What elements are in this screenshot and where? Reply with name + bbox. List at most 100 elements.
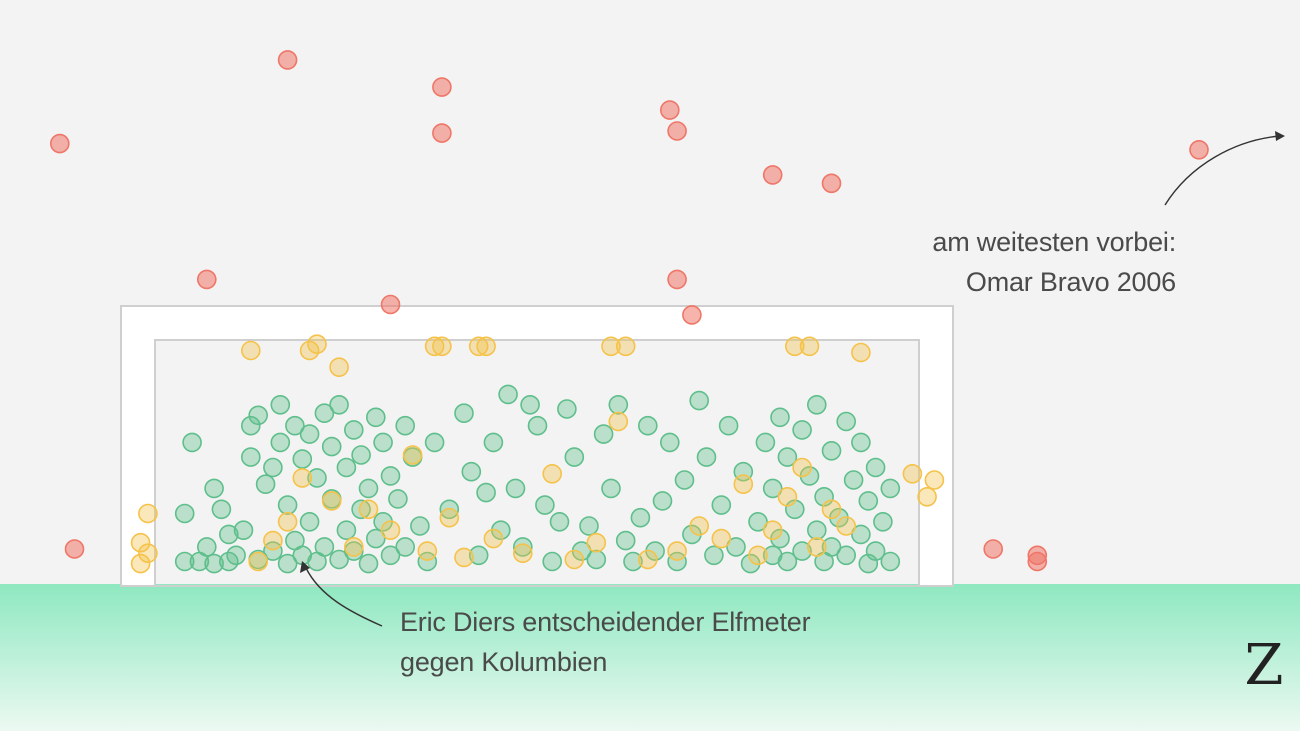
shot-goal-88 xyxy=(674,470,695,490)
shot-goal-58 xyxy=(454,403,474,424)
shot-saved-24 xyxy=(358,499,379,520)
shot-goal-91 xyxy=(696,447,717,467)
shot-goal-12 xyxy=(241,415,261,436)
shot-goal-127 xyxy=(880,551,901,572)
shot-goal-50 xyxy=(388,489,408,509)
shot-saved-45 xyxy=(806,537,827,557)
shot-goal-93 xyxy=(711,495,732,515)
shot-goal-110 xyxy=(806,520,827,541)
shot-saved-30 xyxy=(483,528,504,549)
shot-goal-73 xyxy=(564,447,585,467)
shot-goal-41 xyxy=(351,445,371,465)
shot-goal-59 xyxy=(461,461,482,482)
shot-saved-4 xyxy=(241,340,261,361)
shot-goal-64 xyxy=(498,384,518,405)
shot-saved-46 xyxy=(821,499,842,520)
shot-missed-9 xyxy=(659,100,680,120)
shot-saved-8 xyxy=(424,336,445,357)
shot-goal-6 xyxy=(211,499,232,520)
shot-goal-65 xyxy=(505,478,526,499)
shot-missed-7 xyxy=(667,269,687,290)
shot-goal-117 xyxy=(836,411,857,432)
shot-goal-87 xyxy=(667,551,687,572)
shot-goal-34 xyxy=(329,394,349,415)
shot-missed-2 xyxy=(197,269,217,290)
shot-saved-3 xyxy=(138,543,158,564)
shot-goal-10 xyxy=(233,520,254,541)
shot-goal-32 xyxy=(321,436,342,457)
shot-goal-108 xyxy=(792,541,812,561)
shot-goal-21 xyxy=(277,495,298,515)
shot-saved-34 xyxy=(586,532,607,553)
shot-missed-12 xyxy=(821,173,842,194)
shot-saved-40 xyxy=(733,474,754,495)
shot-goal-79 xyxy=(608,394,629,415)
shot-goal-19 xyxy=(270,394,291,415)
shot-goal-48 xyxy=(380,466,401,486)
shot-saved-47 xyxy=(836,516,857,536)
shot-goal-101 xyxy=(762,478,783,499)
shot-goal-49 xyxy=(380,545,401,566)
shot-missed-15 xyxy=(1027,551,1048,572)
shot-goal-0 xyxy=(174,551,195,572)
shot-saved-20 xyxy=(277,511,298,532)
shot-goal-22 xyxy=(285,415,305,436)
shot-goal-51 xyxy=(395,415,416,436)
shot-goal-37 xyxy=(336,520,357,541)
shot-saved-27 xyxy=(417,541,438,561)
arrowhead-dier xyxy=(300,561,310,573)
shot-goal-77 xyxy=(593,424,614,444)
shot-missed-1 xyxy=(64,539,85,559)
shot-saved-36 xyxy=(637,549,658,570)
shot-goal-61 xyxy=(476,482,496,503)
goal-post-band xyxy=(122,307,952,339)
shot-goal-105 xyxy=(777,551,798,572)
shot-goal-31 xyxy=(314,537,335,557)
shot-goal-42 xyxy=(358,478,379,499)
pitch xyxy=(0,584,1300,731)
shot-goal-82 xyxy=(630,507,651,528)
shot-missed-5 xyxy=(432,123,452,143)
shot-saved-7 xyxy=(329,357,349,378)
shot-goal-128 xyxy=(880,478,901,499)
shot-missed-16 xyxy=(1189,140,1209,160)
shot-goal-115 xyxy=(821,537,842,557)
shot-goal-43 xyxy=(358,553,379,574)
shot-goal-62 xyxy=(483,432,504,453)
shot-goal-66 xyxy=(512,537,533,557)
shot-goal-69 xyxy=(535,495,555,515)
shot-saved-26 xyxy=(402,445,423,465)
shot-saved-15 xyxy=(799,336,820,357)
shot-goal-67 xyxy=(520,394,540,415)
shot-missed-0 xyxy=(49,133,70,154)
shot-saved-16 xyxy=(851,342,871,363)
shot-saved-2 xyxy=(138,503,158,524)
dier-line2: gegen Kolumbien xyxy=(400,647,608,677)
shot-saved-17 xyxy=(902,463,923,484)
shot-saved-38 xyxy=(689,516,710,536)
shot-goal-20 xyxy=(277,553,298,574)
shot-saved-31 xyxy=(512,543,533,564)
shot-saved-19 xyxy=(924,470,945,490)
shot-saved-25 xyxy=(380,520,401,541)
shot-goal-114 xyxy=(821,440,842,461)
shot-goal-70 xyxy=(542,551,563,572)
shot-marks xyxy=(49,50,1209,574)
shot-goal-40 xyxy=(351,499,371,520)
dier-line1: Eric Diers entscheidender Elfmeter xyxy=(400,607,811,637)
shot-saved-42 xyxy=(762,520,783,541)
shot-saved-10 xyxy=(468,336,489,357)
shot-saved-11 xyxy=(476,336,496,357)
shot-goal-104 xyxy=(777,447,798,467)
arrow-dier xyxy=(305,567,383,627)
shot-goal-83 xyxy=(637,415,658,436)
shot-saved-43 xyxy=(777,486,798,507)
shot-saved-18 xyxy=(917,486,937,507)
shot-saved-13 xyxy=(615,336,636,357)
shot-goal-86 xyxy=(659,432,680,453)
shot-goal-125 xyxy=(865,541,886,561)
arrowhead-farthest xyxy=(1275,131,1285,141)
shot-goal-9 xyxy=(226,545,246,566)
shot-goal-78 xyxy=(601,478,621,499)
shot-saved-39 xyxy=(711,528,732,549)
